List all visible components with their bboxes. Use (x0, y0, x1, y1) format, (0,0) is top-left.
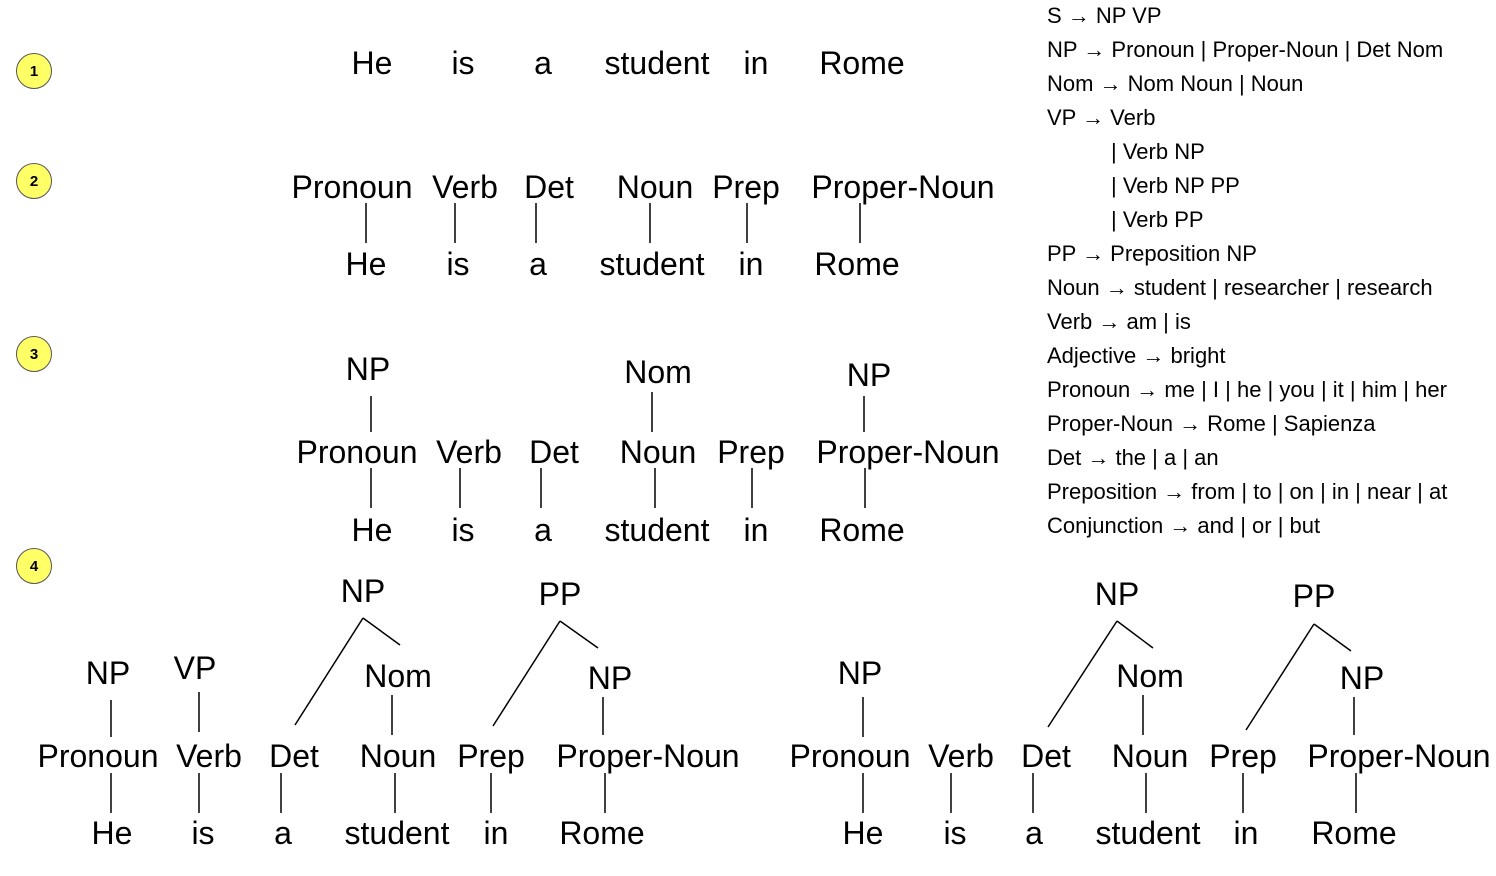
step3-word-in: in (743, 512, 769, 548)
step4b-word-rome: Rome (1311, 815, 1397, 851)
step-2-badge: 2 (16, 163, 52, 199)
step4a-pos-det: Det (269, 738, 319, 774)
step3-nom-student: Nom (624, 354, 692, 390)
grammar-rule-verb: Verb → am | is (1047, 309, 1191, 334)
grammar-rule-s: S → NP VP (1047, 3, 1162, 28)
step-1-badge: 1 (16, 53, 52, 89)
step3-word-rome: Rome (819, 512, 905, 548)
step2-pos-pronoun: Pronoun (291, 169, 413, 205)
step3-pos-prep: Prep (717, 434, 785, 470)
step2-word-he: He (345, 246, 387, 282)
step1-word-is: is (451, 45, 475, 81)
step4b-nom: Nom (1116, 658, 1184, 694)
step4a-pos-verb: Verb (176, 738, 242, 774)
edge (1116, 620, 1154, 649)
step3-word-student: student (604, 512, 710, 548)
step4b-word-student: student (1095, 815, 1201, 851)
grammar-rule-np: NP → Pronoun | Proper-Noun | Det Nom (1047, 37, 1444, 62)
step4b-word-a: a (1025, 815, 1043, 851)
step3-pos-pronoun: Pronoun (296, 434, 418, 470)
step4b-pos-pronoun: Pronoun (789, 738, 911, 774)
step2-pos-prep: Prep (712, 169, 780, 205)
step-4-badge: 4 (16, 548, 52, 584)
step4a-word-is: is (191, 815, 215, 851)
step4a-pos-pronoun: Pronoun (37, 738, 159, 774)
step3-pos-det: Det (529, 434, 579, 470)
step4b-word-he: He (842, 815, 884, 851)
edge (294, 617, 364, 726)
grammar-rule-conjunction: Conjunction → and | or | but (1047, 513, 1321, 538)
step3-word-a: a (534, 512, 552, 548)
step4b-pos-proper-noun: Proper-Noun (1307, 738, 1491, 774)
grammar-rule-nom: Nom → Nom Noun | Noun (1047, 71, 1304, 96)
step3-word-is: is (451, 512, 475, 548)
step4a-word-he: He (91, 815, 133, 851)
step1-word-he: He (351, 45, 393, 81)
step4a-pos-proper-noun: Proper-Noun (556, 738, 740, 774)
step4b-pos-det: Det (1021, 738, 1071, 774)
step3-pos-noun: Noun (619, 434, 697, 470)
edge (362, 617, 401, 646)
grammar-rule-adjective: Adjective → bright (1047, 343, 1226, 368)
step3-np-rome: NP (846, 357, 892, 393)
step4a-vp: VP (173, 650, 217, 686)
step2-pos-verb: Verb (432, 169, 498, 205)
grammar-rule-vp-alt2: | Verb NP PP (1111, 173, 1240, 198)
step2-word-a: a (529, 246, 547, 282)
step2-pos-noun: Noun (616, 169, 694, 205)
grammar-rule-pronoun: Pronoun → me | I | he | you | it | him |… (1047, 377, 1447, 402)
grammar-rule-vp-alt1: | Verb NP (1111, 139, 1205, 164)
step4a-pos-prep: Prep (457, 738, 525, 774)
step4a-np-pronoun: NP (85, 655, 131, 691)
step1-word-student: student (604, 45, 710, 81)
step4a-nom: Nom (364, 658, 432, 694)
edge (1245, 623, 1315, 731)
step2-word-student: student (599, 246, 705, 282)
step4b-np-rome: NP (1339, 660, 1385, 696)
step4b-pos-noun: Noun (1111, 738, 1189, 774)
step4a-pos-noun: Noun (359, 738, 437, 774)
step4b-pos-prep: Prep (1209, 738, 1277, 774)
edge (1313, 623, 1352, 652)
step4b-word-is: is (943, 815, 967, 851)
step2-word-in: in (738, 246, 764, 282)
step4b-np-top: NP (1094, 576, 1140, 612)
step4a-np-rome: NP (587, 660, 633, 696)
step4a-pp-top: PP (538, 576, 582, 612)
step3-word-he: He (351, 512, 393, 548)
step3-np-he: NP (345, 351, 391, 387)
step4a-np-top: NP (340, 573, 386, 609)
step2-word-is: is (446, 246, 470, 282)
grammar-rule-noun: Noun → student | researcher | research (1047, 275, 1433, 300)
grammar-rule-preposition: Preposition → from | to | on | in | near… (1047, 479, 1448, 504)
step4b-pos-verb: Verb (928, 738, 994, 774)
grammar-rule-vp: VP → Verb (1047, 105, 1156, 130)
step2-pos-det: Det (524, 169, 574, 205)
step3-pos-proper-noun: Proper-Noun (816, 434, 1000, 470)
step1-word-rome: Rome (819, 45, 905, 81)
step4a-word-student: student (344, 815, 450, 851)
grammar-rule-proper-noun: Proper-Noun → Rome | Sapienza (1047, 411, 1376, 436)
step1-word-a: a (534, 45, 552, 81)
step4a-word-rome: Rome (559, 815, 645, 851)
step-3-badge: 3 (16, 336, 52, 372)
step3-pos-verb: Verb (436, 434, 502, 470)
step4b-np-pronoun: NP (837, 655, 883, 691)
grammar-rule-pp: PP → Preposition NP (1047, 241, 1257, 266)
grammar-rule-vp-alt3: | Verb PP (1111, 207, 1204, 232)
grammar-rule-det: Det → the | a | an (1047, 445, 1219, 470)
step2-pos-proper-noun: Proper-Noun (811, 169, 995, 205)
edge (492, 620, 561, 727)
step4a-word-a: a (274, 815, 292, 851)
step2-word-rome: Rome (814, 246, 900, 282)
edge (559, 620, 599, 649)
step1-word-in: in (743, 45, 769, 81)
step4b-pp-top: PP (1292, 578, 1336, 614)
step4a-word-in: in (483, 815, 509, 851)
edge (1047, 620, 1118, 728)
step4b-word-in: in (1233, 815, 1259, 851)
